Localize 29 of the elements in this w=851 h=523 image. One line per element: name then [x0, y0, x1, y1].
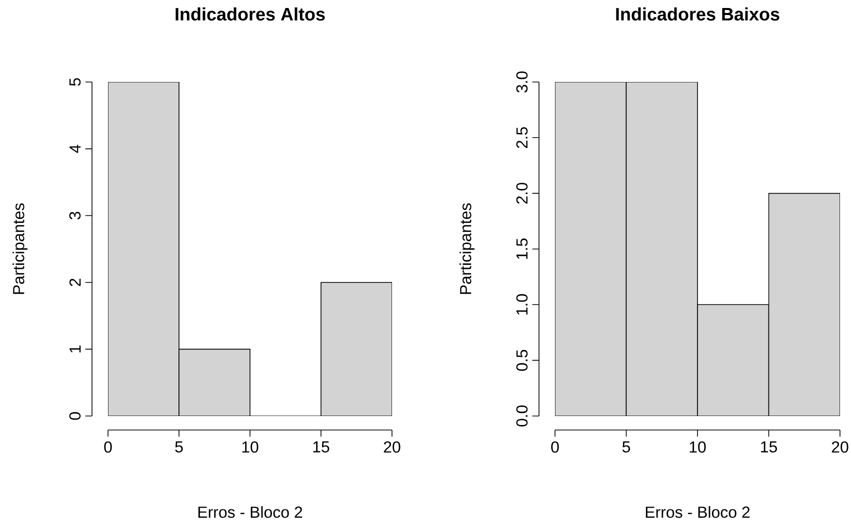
y-tick-label: 1.0: [516, 294, 528, 315]
x-tick-label: 5: [175, 441, 183, 453]
chart-title: Indicadores Baixos: [616, 7, 780, 21]
y-tick-label: 0: [69, 412, 81, 420]
y-tick-label: 1: [70, 346, 81, 352]
y-tick-label: 4: [70, 144, 81, 153]
y-tick-label: 1.5: [516, 238, 528, 259]
x-tick-label: 20: [832, 441, 848, 453]
y-tick-label: 2: [69, 278, 81, 286]
x-tick-label: 20: [384, 441, 400, 453]
y-tick-label: 0.5: [516, 350, 528, 371]
x-axis-title: Erros - Bloco 2: [198, 506, 302, 518]
chart-title: Indicadores Altos: [176, 7, 325, 21]
x-tick-label: 15: [761, 441, 777, 453]
y-tick-label: 3.0: [516, 71, 528, 93]
x-tick-label: 0: [551, 441, 559, 453]
y-axis-title: Participantes: [12, 203, 28, 294]
y-tick-label: 0.0: [516, 405, 528, 426]
x-tick-label: 0: [104, 441, 112, 453]
y-tick-label: 5: [69, 78, 81, 86]
y-tick-label: 2.0: [516, 182, 528, 204]
x-tick-label: 15: [313, 441, 330, 453]
x-tick-label: 10: [690, 441, 706, 453]
x-tick-label: 10: [242, 441, 258, 453]
y-tick-label: 3: [69, 212, 81, 220]
x-axis-title: Erros - Bloco 2: [646, 506, 750, 518]
y-axis-title: Participantes: [460, 203, 474, 294]
x-tick-label: 5: [622, 441, 630, 453]
y-tick-label: 2.5: [516, 127, 528, 148]
